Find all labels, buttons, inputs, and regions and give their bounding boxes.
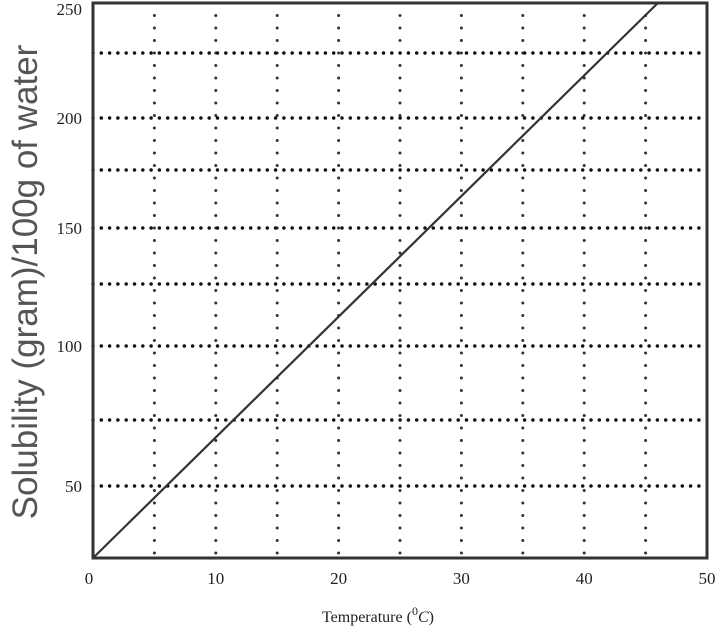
x-tick-label: 20 — [330, 569, 347, 588]
x-axis-ticks: 0 10 20 30 40 50 — [85, 569, 716, 588]
y-tick-label: 100 — [57, 337, 83, 356]
y-axis-label: Solubility (gram)/100g of water — [6, 44, 45, 519]
plot-frame — [91, 1, 709, 560]
y-tick-label: 150 — [57, 219, 83, 238]
x-tick-label: 50 — [699, 569, 716, 588]
x-tick-label: 30 — [453, 569, 470, 588]
grid — [91, 1, 709, 560]
x-tick-label: 10 — [207, 569, 224, 588]
y-tick-label: 200 — [57, 109, 83, 128]
solubility-line — [92, 2, 659, 559]
x-tick-label: 0 — [85, 569, 94, 588]
series — [92, 2, 659, 559]
y-axis-ticks: 50 100 150 200 250 — [57, 0, 83, 496]
y-tick-label: 50 — [65, 477, 82, 496]
y-tick-label: 250 — [57, 0, 83, 19]
x-tick-label: 40 — [576, 569, 593, 588]
x-axis-label: Temperature (0C) — [322, 604, 434, 626]
